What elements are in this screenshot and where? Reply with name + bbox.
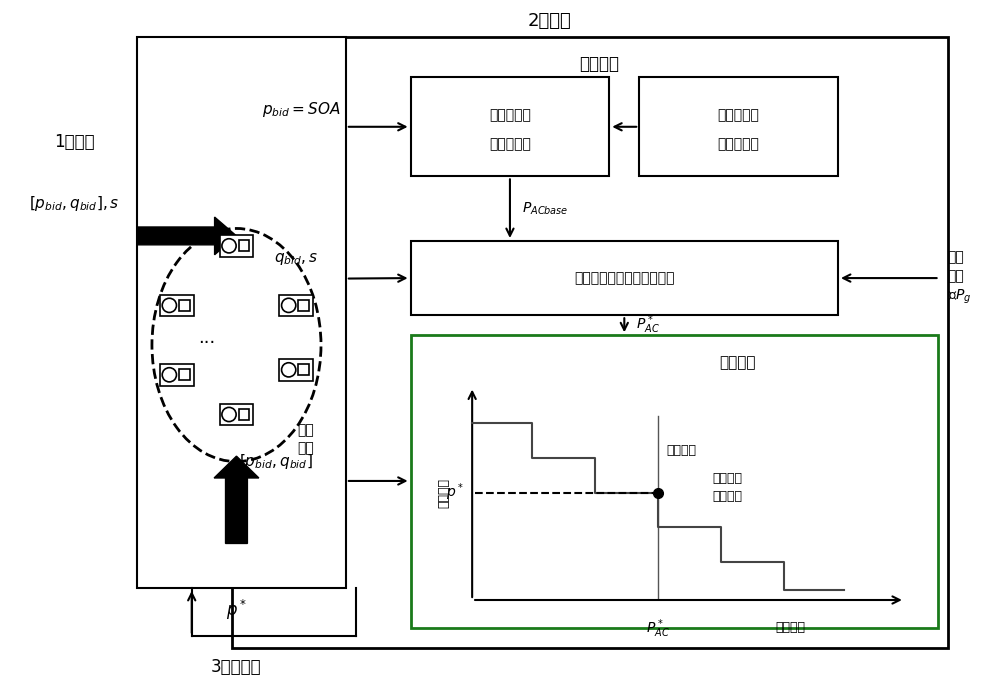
Bar (639, 77, 838, 176)
Bar (411, 77, 609, 176)
Text: 空调负荷
需求曲线: 空调负荷 需求曲线 (713, 472, 743, 503)
Text: $P_{ACbase}$: $P_{ACbase}$ (522, 200, 568, 217)
Bar (239, 409, 249, 420)
Bar (179, 300, 190, 311)
Text: $P_{AC}^*$: $P_{AC}^*$ (636, 314, 660, 337)
Text: 群基准负荷: 群基准负荷 (489, 138, 531, 152)
Bar (179, 370, 190, 380)
Text: $[p_{bid},q_{bid}],s$: $[p_{bid},q_{bid}],s$ (29, 194, 120, 213)
Text: $p^*$: $p^*$ (446, 482, 464, 503)
Text: $[p_{bid},q_{bid}]$: $[p_{bid},q_{bid}]$ (239, 452, 313, 470)
Text: $P_{AC}^*$: $P_{AC}^*$ (646, 618, 670, 640)
Bar (232, 38, 948, 648)
Text: 1、投标: 1、投标 (54, 133, 95, 150)
Bar (137, 38, 346, 588)
Text: $q_{bid},s$: $q_{bid},s$ (274, 251, 318, 267)
Bar (298, 300, 309, 311)
Text: 3、反聚合: 3、反聚合 (211, 659, 262, 676)
Text: 空调
集群: 空调 集群 (298, 423, 314, 456)
Bar (220, 404, 253, 425)
Bar (239, 241, 249, 251)
Bar (298, 365, 309, 375)
Text: $p_{bid}=SOA$: $p_{bid}=SOA$ (262, 100, 340, 120)
Bar (279, 295, 313, 316)
Text: 目标功率: 目标功率 (666, 444, 696, 457)
Text: 联络
线功
率$P_g$: 联络 线功 率$P_g$ (948, 251, 971, 306)
Text: 虚拟市场: 虚拟市场 (719, 356, 756, 370)
Bar (279, 359, 313, 381)
Text: 控制中心: 控制中心 (579, 55, 619, 74)
Text: 计算空调聚合功率控制目标: 计算空调聚合功率控制目标 (574, 271, 675, 285)
Bar (160, 364, 194, 386)
Bar (411, 335, 938, 628)
Bar (411, 241, 838, 315)
Text: 修正空调集: 修正空调集 (489, 108, 531, 122)
FancyArrow shape (137, 217, 236, 255)
Text: 空调基准负: 空调基准负 (718, 108, 760, 122)
Text: ...: ... (198, 329, 215, 347)
Text: $p^*$: $p^*$ (226, 598, 247, 622)
Bar (220, 235, 253, 257)
Text: 投标容量: 投标容量 (776, 622, 806, 634)
Text: 2、聚合: 2、聚合 (528, 12, 572, 29)
Text: 投标价格: 投标价格 (438, 478, 451, 508)
Bar (160, 295, 194, 316)
Text: 荷预测模型: 荷预测模型 (718, 138, 760, 152)
FancyArrow shape (214, 456, 259, 543)
